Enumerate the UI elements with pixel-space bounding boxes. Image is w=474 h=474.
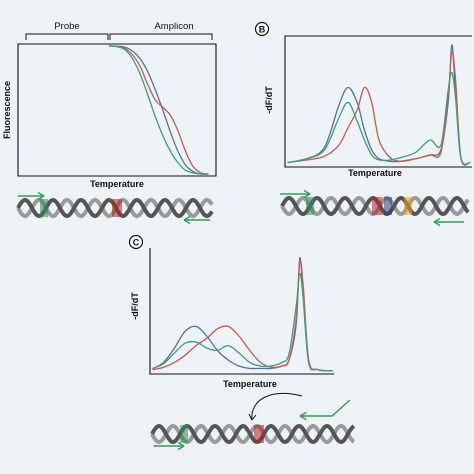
panel-a-ylabel: Fluorescence	[2, 81, 12, 139]
panel-b-xlabel: Temperature	[348, 168, 402, 178]
helix-b-highlight-0	[306, 197, 314, 215]
panel-a-series-green	[108, 45, 209, 175]
amplicon-bracket: Amplicon	[109, 21, 213, 40]
panel-c-series-green	[152, 272, 333, 372]
helix-b-strands	[280, 195, 470, 217]
panel-b-series-red	[287, 51, 471, 166]
panel-a: Probe Amplicon Fluorescence Temperature	[2, 21, 217, 189]
panel-b-ylabel: -dF/dT	[264, 86, 274, 114]
panel-a-plot	[108, 45, 209, 175]
helix-b-highlight-1	[372, 197, 382, 215]
helix-a-highlight-1	[112, 199, 122, 217]
amplicon-region-label: Amplicon	[154, 21, 193, 32]
helix-a-highlight-0	[40, 199, 48, 217]
tailed-primer-arrow	[299, 399, 351, 421]
helix-c-strands	[150, 423, 356, 445]
panel-b-series-blue	[287, 44, 471, 165]
panel-a-helix	[16, 191, 214, 225]
panel-c-xlabel: Temperature	[223, 379, 277, 389]
panel-c-badge: C	[128, 234, 144, 250]
panel-a-xlabel: Temperature	[90, 179, 144, 189]
panel-c-plot	[152, 257, 333, 372]
panel-a-axes	[17, 43, 217, 177]
forward-primer-arrow-b	[280, 189, 311, 199]
probe-bracket: Probe	[25, 21, 109, 40]
forward-primer-arrow	[18, 191, 45, 201]
panel-b-badge: B	[254, 21, 270, 37]
forward-primer-arrow-c	[154, 441, 185, 451]
panel-a-series-red	[108, 45, 209, 175]
panel-c-series-red	[152, 259, 333, 372]
helix-c-highlight-0	[180, 425, 188, 443]
reverse-primer-arrow	[183, 215, 210, 225]
panel-c-badge-label: C	[133, 238, 140, 248]
panel-b-series-green	[287, 71, 471, 166]
helix-b-highlight-2	[384, 197, 392, 215]
panel-b-axes	[284, 36, 472, 168]
helix-b-highlight-3	[404, 197, 412, 215]
panel-c-helix	[150, 392, 356, 451]
panel-c-axes	[149, 248, 334, 375]
helix-c-highlight-1	[254, 425, 264, 443]
panel-c: C -dF/dT Temperature	[128, 234, 334, 389]
helix-a-strands	[16, 197, 214, 219]
panel-b-helix	[280, 189, 470, 227]
reverse-primer-arrow-b	[433, 217, 464, 227]
panel-b: B -dF/dT Temperature	[254, 21, 472, 178]
probe-region-label: Probe	[54, 21, 79, 32]
panel-b-badge-label: B	[259, 25, 266, 35]
panel-a-series-blue	[108, 45, 209, 175]
fold-back-arrow	[248, 392, 303, 421]
panel-c-ylabel: -dF/dT	[130, 292, 140, 320]
panel-b-plot	[287, 44, 471, 166]
